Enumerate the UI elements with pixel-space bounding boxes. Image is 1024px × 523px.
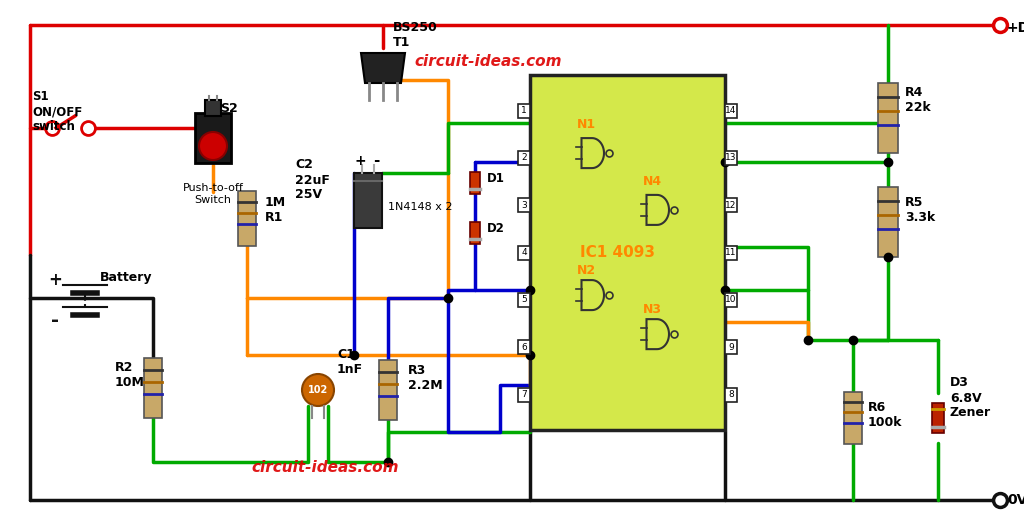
Bar	[470, 172, 480, 194]
Text: R3
2.2M: R3 2.2M	[408, 364, 442, 392]
Bar	[238, 191, 256, 246]
Text: R4
22k: R4 22k	[905, 86, 931, 114]
Text: 13: 13	[725, 153, 736, 162]
Text: IC1 4093: IC1 4093	[580, 245, 654, 260]
Text: 7: 7	[521, 390, 527, 399]
Text: Battery: Battery	[100, 271, 153, 285]
Text: N1: N1	[577, 118, 596, 131]
Polygon shape	[582, 280, 604, 310]
Bar	[725, 245, 737, 259]
Circle shape	[302, 374, 334, 406]
Polygon shape	[646, 319, 669, 349]
Text: 0V: 0V	[1007, 493, 1024, 507]
Text: C2
22uF
25V: C2 22uF 25V	[295, 158, 330, 201]
Bar	[205, 100, 221, 116]
Polygon shape	[582, 138, 604, 168]
Bar	[518, 340, 530, 354]
Bar	[932, 403, 944, 433]
Bar	[144, 358, 162, 418]
Text: N3: N3	[643, 303, 662, 316]
Bar	[725, 293, 737, 307]
Bar	[518, 104, 530, 118]
Text: R2
10M: R2 10M	[115, 361, 144, 389]
Bar	[354, 173, 382, 228]
Text: 11: 11	[725, 248, 736, 257]
Text: C1
1nF: C1 1nF	[337, 348, 364, 376]
Text: 2: 2	[521, 153, 526, 162]
Circle shape	[199, 132, 227, 160]
Text: 6: 6	[521, 343, 527, 351]
Text: 8: 8	[728, 390, 734, 399]
Bar	[878, 187, 898, 257]
Text: D1: D1	[487, 172, 505, 185]
Text: circuit-ideas.com: circuit-ideas.com	[251, 460, 398, 475]
Bar	[379, 360, 397, 420]
Bar	[725, 104, 737, 118]
Bar	[725, 151, 737, 165]
Polygon shape	[646, 195, 669, 225]
Text: 1N4148 x 2: 1N4148 x 2	[387, 202, 452, 212]
Text: 1M
R1: 1M R1	[265, 196, 286, 224]
Bar	[844, 392, 862, 444]
Text: 1: 1	[521, 106, 527, 115]
Text: 5: 5	[521, 295, 527, 304]
Text: 4: 4	[521, 248, 526, 257]
Bar	[518, 198, 530, 212]
Bar	[518, 293, 530, 307]
Bar	[725, 198, 737, 212]
Bar	[518, 388, 530, 402]
Bar	[518, 245, 530, 259]
Polygon shape	[361, 53, 406, 83]
Text: 12: 12	[725, 201, 736, 210]
Bar	[470, 222, 480, 244]
Text: 10: 10	[725, 295, 736, 304]
Text: R6
100k: R6 100k	[868, 401, 902, 429]
Text: N4: N4	[643, 175, 663, 188]
Bar	[725, 388, 737, 402]
Text: Push-to-off
Switch: Push-to-off Switch	[182, 183, 244, 204]
Text: +DC: +DC	[1007, 21, 1024, 35]
Bar	[725, 340, 737, 354]
Text: -: -	[373, 153, 379, 168]
Text: 9: 9	[728, 343, 734, 351]
Bar	[518, 151, 530, 165]
Text: +: +	[48, 271, 61, 289]
Bar	[878, 83, 898, 153]
Bar	[195, 113, 231, 163]
Text: +: +	[354, 154, 366, 168]
Text: D3
6.8V
Zener: D3 6.8V Zener	[950, 377, 991, 419]
Text: 14: 14	[725, 106, 736, 115]
Text: circuit-ideas.com: circuit-ideas.com	[415, 54, 562, 70]
Bar	[530, 75, 725, 430]
Text: BS250
T1: BS250 T1	[393, 21, 437, 49]
Text: S2: S2	[220, 101, 238, 115]
Text: D2: D2	[487, 222, 505, 234]
Text: -: -	[51, 311, 59, 329]
Text: S1
ON/OFF
switch: S1 ON/OFF switch	[32, 90, 82, 133]
Text: 102: 102	[308, 385, 328, 395]
Text: 3: 3	[521, 201, 527, 210]
Text: N2: N2	[577, 264, 596, 277]
Text: R5
3.3k: R5 3.3k	[905, 196, 935, 224]
